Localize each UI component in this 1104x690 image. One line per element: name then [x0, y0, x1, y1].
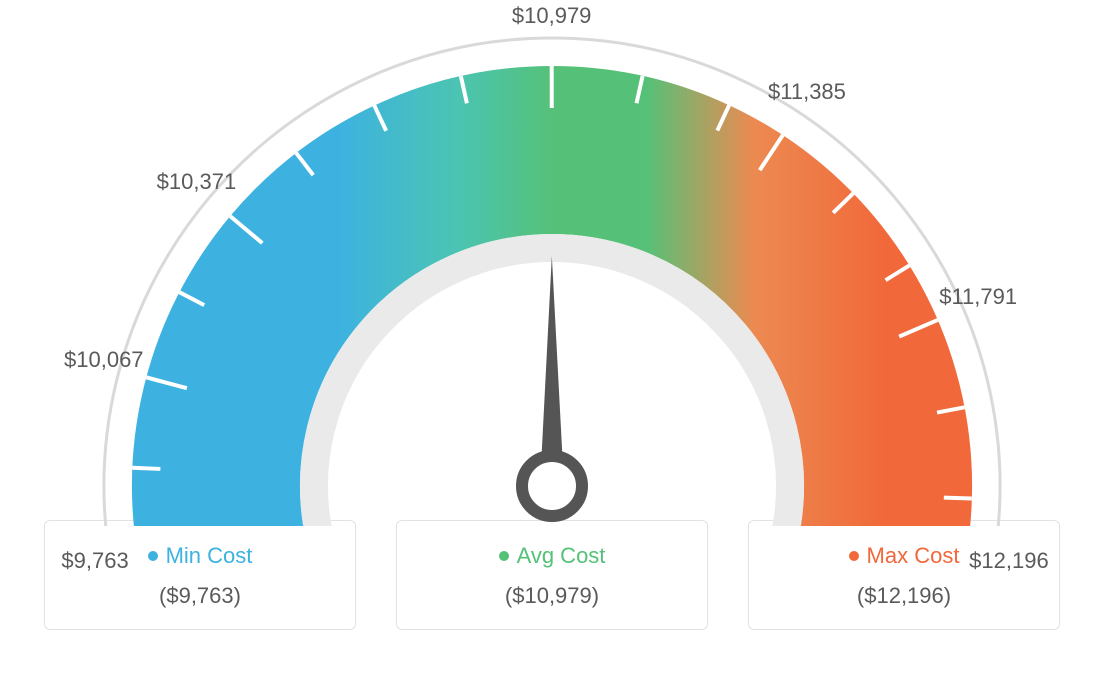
legend-title-min: Min Cost — [148, 543, 253, 569]
tick-label: $12,196 — [969, 548, 1049, 574]
legend-value-min: ($9,763) — [55, 583, 345, 609]
gauge-chart: $9,763$10,067$10,371$10,979$11,385$11,79… — [52, 0, 1052, 520]
legend-card-max: Max Cost ($12,196) — [748, 520, 1060, 630]
needle-hub — [522, 456, 582, 516]
tick-label: $10,371 — [157, 169, 237, 195]
tick-label: $9,763 — [61, 548, 128, 574]
gauge-svg — [52, 6, 1052, 526]
legend-title-min-text: Min Cost — [166, 543, 253, 569]
tick — [944, 498, 972, 499]
legend-dot-avg — [499, 551, 509, 561]
tick-label: $10,067 — [64, 347, 144, 373]
tick-label: $11,791 — [939, 284, 1017, 310]
legend-dot-min — [148, 551, 158, 561]
legend-dot-max — [849, 551, 859, 561]
legend-title-avg: Avg Cost — [499, 543, 606, 569]
legend-value-max: ($12,196) — [759, 583, 1049, 609]
legend-card-avg: Avg Cost ($10,979) — [396, 520, 708, 630]
legend-title-avg-text: Avg Cost — [517, 543, 606, 569]
tick-label: $11,385 — [768, 79, 846, 105]
legend-row: Min Cost ($9,763) Avg Cost ($10,979) Max… — [0, 520, 1104, 630]
legend-title-max-text: Max Cost — [867, 543, 960, 569]
tick — [132, 468, 160, 469]
legend-card-min: Min Cost ($9,763) — [44, 520, 356, 630]
legend-title-max: Max Cost — [849, 543, 960, 569]
tick-label: $10,979 — [512, 3, 592, 29]
legend-value-avg: ($10,979) — [407, 583, 697, 609]
